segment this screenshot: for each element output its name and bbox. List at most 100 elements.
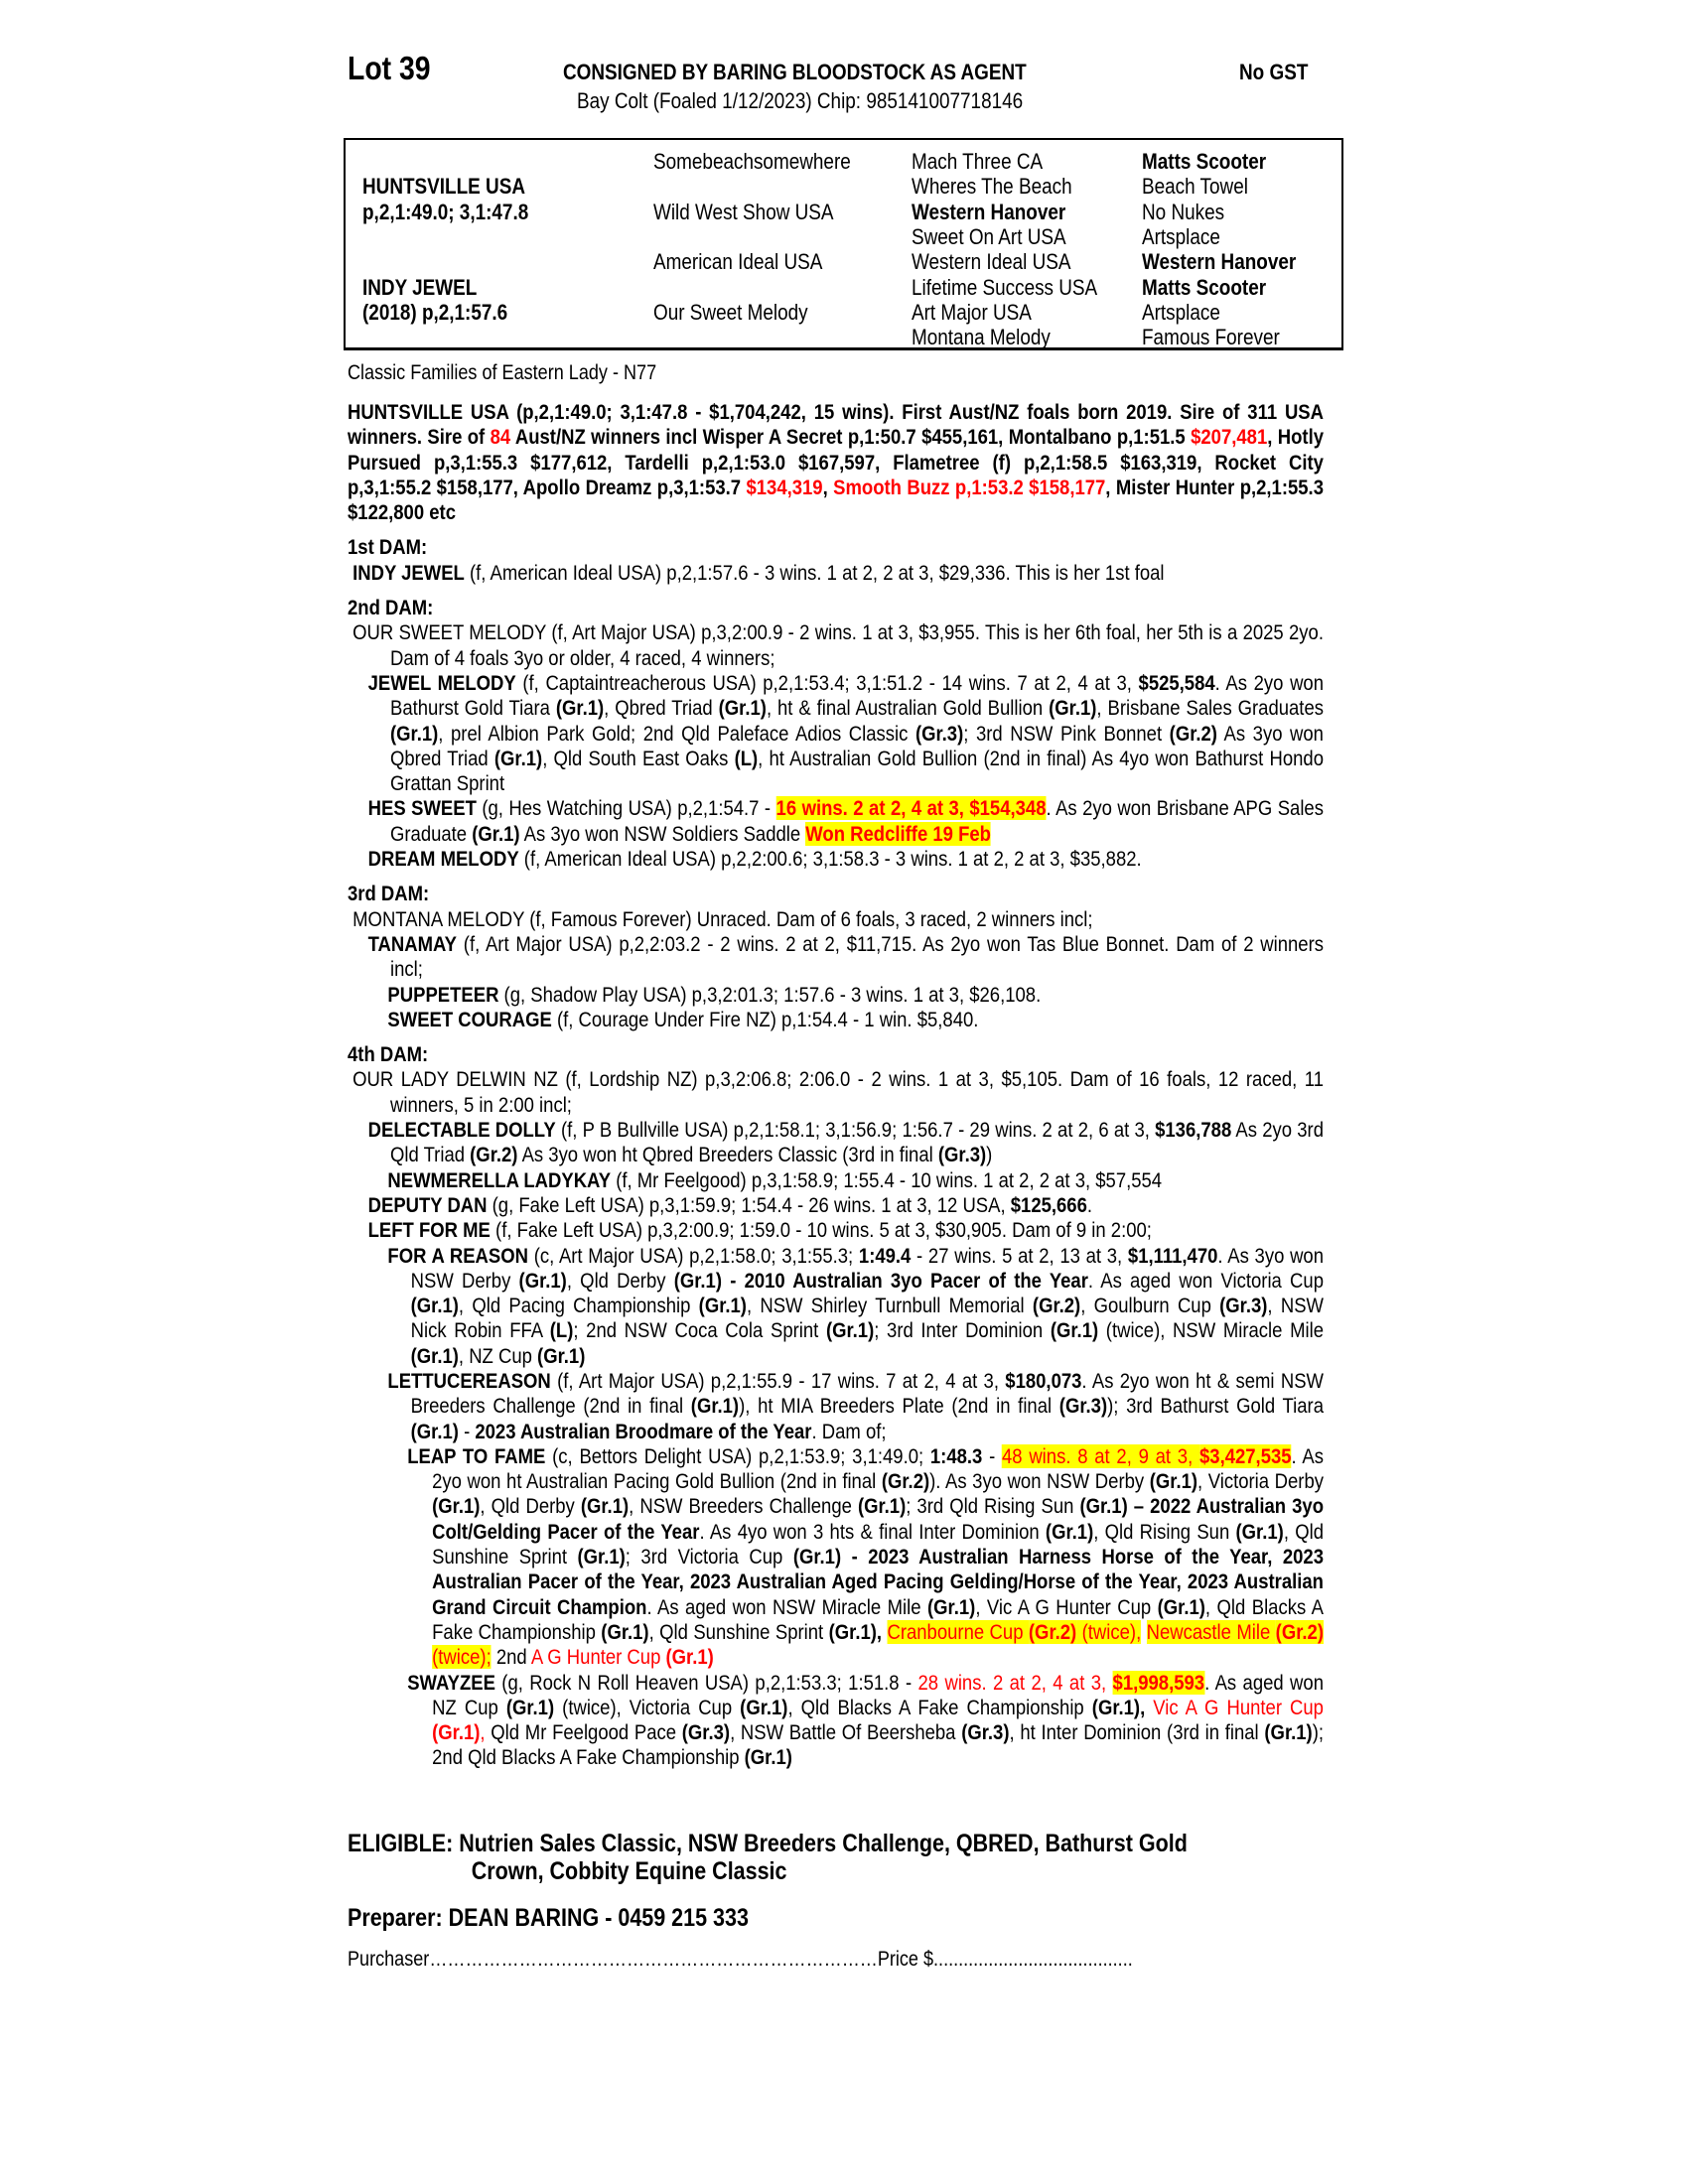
text-segment: . As 2yo won Brisbane APG Sales Graduate bbox=[390, 796, 1324, 846]
text-segment: As 3yo won NSW Soldiers Saddle bbox=[519, 821, 806, 846]
text-segment bbox=[1141, 1620, 1146, 1644]
text-segment: HUNTSVILLE USA (p,2,1:49.0; 3,1:47.8 - $… bbox=[348, 400, 1324, 450]
text-segment: SWAYZEE bbox=[407, 1670, 495, 1695]
text-segment: . As 2yo won ht & semi NSW Breeders Chal… bbox=[410, 1368, 1324, 1419]
pedigree-gen4: Famous Forever bbox=[1142, 325, 1280, 350]
pedigree-entry: OUR SWEET MELODY (f, Art Major USA) p,3,… bbox=[348, 620, 1324, 671]
price-field[interactable]: ........................................ bbox=[933, 1948, 1133, 1971]
pedigree-entry: SWAYZEE (g, Rock N Roll Heaven USA) p,2,… bbox=[348, 1670, 1324, 1771]
text-segment: , NZ Cup bbox=[458, 1343, 538, 1368]
text-segment: ). As 3yo won NSW Derby bbox=[929, 1469, 1150, 1494]
text-segment: MONTANA MELODY (f, Famous Forever) Unrac… bbox=[352, 906, 1093, 931]
text-segment: , Qld Pacing Championship bbox=[458, 1294, 699, 1318]
text-segment: , ht Australian Gold Bullion (2nd in fin… bbox=[390, 746, 1324, 796]
text-segment: As 3yo won ht Qbred Breeders Classic (3r… bbox=[517, 1143, 938, 1167]
gst-status: No GST bbox=[1239, 60, 1309, 84]
text-segment: FOR A REASON bbox=[387, 1243, 528, 1268]
text-segment: . As aged won Victoria Cup bbox=[1087, 1268, 1324, 1293]
text-segment: 3rd DAM: bbox=[348, 882, 430, 906]
text-segment: , Qld Blacks A Fake Championship bbox=[787, 1695, 1092, 1719]
text-segment: ; 3rd Inter Dominion bbox=[874, 1318, 1051, 1343]
pedigree-gen3: Lifetime Success USA bbox=[912, 274, 1098, 300]
lot-number: Lot 39 bbox=[348, 50, 431, 86]
text-segment: . bbox=[1086, 1192, 1093, 1217]
text-segment: (Gr.2) bbox=[1028, 1619, 1077, 1644]
text-segment: . As 3yo won NSW Derby bbox=[410, 1243, 1324, 1293]
eligible-line-1: ELIGIBLE: Nutrien Sales Classic, NSW Bre… bbox=[348, 1830, 1188, 1857]
text-segment: (Gr.2) bbox=[1275, 1619, 1324, 1644]
text-segment: (Gr.1) bbox=[927, 1594, 976, 1619]
text-segment: (Gr.1) bbox=[472, 821, 520, 846]
text-segment: (Gr.1) bbox=[580, 1494, 630, 1519]
text-segment: (Gr.1) bbox=[825, 1318, 875, 1343]
text-segment: (Gr.3) bbox=[914, 721, 964, 746]
text-segment: 16 wins. 2 at 2, 4 at 3, $154,348 bbox=[775, 796, 1047, 821]
text-segment: (Gr.1) - 2023 Australian Harness Horse o… bbox=[432, 1545, 1324, 1619]
text-segment: (c, Art Major USA) p,2,1:58.0; 3,1:55.3; bbox=[527, 1243, 859, 1268]
pedigree-gen3: Western Hanover bbox=[912, 199, 1066, 224]
pedigree-gen4: Matts Scooter bbox=[1142, 149, 1267, 174]
text-segment: , Qld South East Oaks bbox=[542, 746, 735, 770]
text-segment: (Gr.1) bbox=[410, 1419, 459, 1443]
text-segment: 4th DAM: bbox=[348, 1042, 429, 1067]
text-segment: 48 wins. 8 at 2, 9 at 3, bbox=[1002, 1443, 1199, 1468]
text-segment: , NSW Battle Of Beersheba bbox=[730, 1720, 962, 1745]
text-segment: 2023 Australian Broodmare of the Year bbox=[475, 1419, 812, 1443]
text-segment: 84 bbox=[490, 425, 511, 450]
text-segment: , Hotly Pursued p,3,1:55.3 $177,612, Tar… bbox=[348, 425, 1324, 499]
text-segment: ; 2nd NSW Coca Cola Sprint bbox=[573, 1318, 826, 1343]
text-segment: (Gr.1) bbox=[744, 1745, 792, 1770]
section-heading: 3rd DAM: bbox=[348, 882, 1324, 906]
text-segment: (Gr.1) - 2010 Australian 3yo Pacer of th… bbox=[673, 1268, 1088, 1293]
text-segment: ; 3rd Victoria Cup bbox=[625, 1545, 793, 1570]
text-segment: . As aged won NSW Miracle Mile bbox=[646, 1594, 928, 1619]
text-segment: (Gr.1) bbox=[740, 1695, 788, 1719]
text-segment: (Gr.1) bbox=[1149, 1469, 1198, 1494]
text-segment: , NSW Breeders Challenge bbox=[629, 1494, 858, 1519]
text-segment: HES SWEET bbox=[367, 796, 477, 821]
text-segment: , Victoria Derby bbox=[1197, 1469, 1324, 1494]
pedigree-gen3: Western Ideal USA bbox=[912, 249, 1071, 275]
pedigree-entry: FOR A REASON (c, Art Major USA) p,2,1:58… bbox=[348, 1244, 1324, 1369]
text-segment: DREAM MELODY bbox=[367, 847, 519, 872]
pedigree-table: HUNTSVILLE USA p,2,1:49.0; 3,1:47.8 INDY J… bbox=[344, 138, 1343, 350]
text-segment: (twice), bbox=[1076, 1619, 1142, 1644]
text-segment: , bbox=[822, 475, 834, 499]
sire-record: p,2,1:49.0; 3,1:47.8 bbox=[362, 199, 529, 224]
text-segment: (L) bbox=[549, 1318, 574, 1343]
eligible-line-2: Crown, Cobbity Equine Classic bbox=[471, 1857, 787, 1885]
text-segment: $1,998,593 bbox=[1112, 1670, 1205, 1695]
text-segment: DELECTABLE DOLLY bbox=[367, 1118, 556, 1143]
text-segment: 28 wins. 2 at 2, 4 at 3, bbox=[917, 1670, 1113, 1695]
text-segment: . As 4yo won 3 hts & final Inter Dominio… bbox=[699, 1519, 1046, 1544]
section-heading: 2nd DAM: bbox=[348, 596, 1324, 620]
text-segment: , prel Albion Park Gold; 2nd Qld Palefac… bbox=[438, 721, 915, 746]
text-segment: ; 3rd NSW Pink Bonnet bbox=[963, 721, 1170, 746]
text-segment: 2nd bbox=[491, 1645, 531, 1670]
purchaser-line: Purchaser…………………………………………………………………Price … bbox=[348, 1948, 1133, 1972]
purchaser-label: Purchaser bbox=[348, 1948, 430, 1971]
text-segment: , Qld Derby bbox=[566, 1268, 674, 1293]
text-segment: Newcastle Mile bbox=[1146, 1619, 1276, 1644]
text-segment: (f, Art Major USA) p,2,2:03.2 - 2 wins. … bbox=[390, 931, 1324, 982]
section-heading: 4th DAM: bbox=[348, 1042, 1324, 1067]
text-segment: $207,481 bbox=[1191, 425, 1268, 450]
text-segment: 1:48.3 bbox=[929, 1443, 983, 1468]
price-label: Price $ bbox=[877, 1948, 934, 1971]
text-segment: (Gr.2) bbox=[1169, 721, 1217, 746]
text-segment: , ht & final Australian Gold Bullion bbox=[766, 696, 1050, 721]
preparer: Preparer: DEAN BARING - 0459 215 333 bbox=[348, 1904, 749, 1932]
text-segment: (Gr.1) bbox=[432, 1494, 481, 1519]
text-segment: - bbox=[982, 1443, 1003, 1468]
text-segment: NEWMERELLA LADYKAY bbox=[387, 1167, 612, 1192]
text-segment: DEPUTY DAN bbox=[367, 1192, 488, 1217]
purchaser-field[interactable]: ………………………………………………………………… bbox=[429, 1948, 878, 1971]
text-segment: (Gr.1) bbox=[718, 696, 767, 721]
text-segment: (c, Bettors Delight USA) p,2,1:53.9; 3,1… bbox=[545, 1443, 930, 1468]
text-segment: LEFT FOR ME bbox=[367, 1218, 491, 1243]
text-segment: 1st DAM: bbox=[348, 535, 428, 560]
text-segment: (Gr.1) bbox=[690, 1394, 740, 1419]
pedigree-entry: LETTUCEREASON (f, Art Major USA) p,2,1:5… bbox=[348, 1369, 1324, 1444]
text-segment: LETTUCEREASON bbox=[387, 1368, 551, 1393]
pedigree-entry: JEWEL MELODY (f, Captaintreacherous USA)… bbox=[348, 671, 1324, 796]
